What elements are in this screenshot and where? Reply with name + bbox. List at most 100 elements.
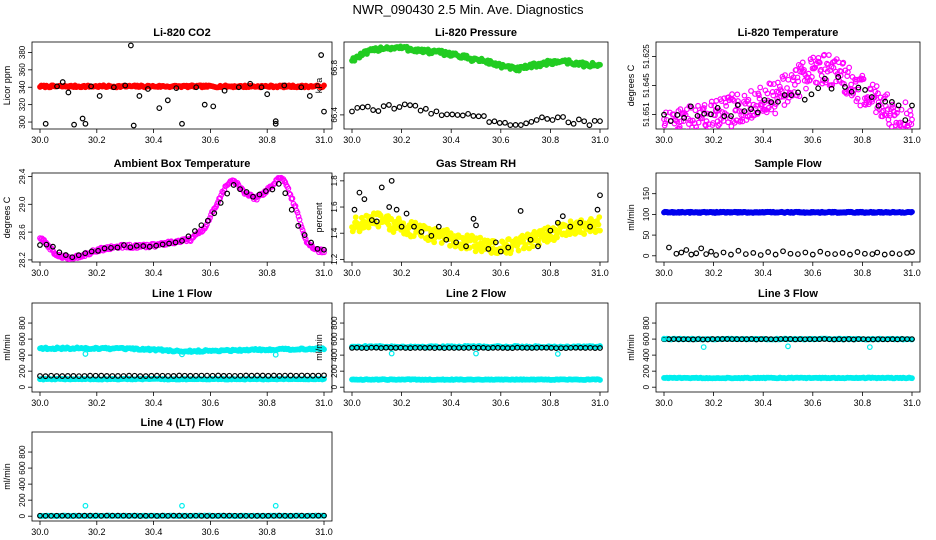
data-point-box-black [50, 243, 56, 250]
data-point-line4-black [170, 512, 177, 519]
data-point-pressure-black [539, 114, 545, 121]
data-point-temp-magenta [854, 95, 861, 102]
chart-panel: Li-820 Pressure kPa 30.0 30.2 30.4 30.6 30.8 31… [314, 27, 609, 145]
data-point-temp-magenta [662, 120, 669, 127]
data-point-co2-black [130, 122, 137, 129]
data-point-pressure-black [554, 114, 561, 121]
data-point-temp-black [721, 113, 728, 120]
data-point-line4-black [76, 512, 82, 519]
y-tick-label: 600 [18, 332, 27, 346]
data-point-rh-yellow [595, 221, 602, 228]
data-point-rh-black [428, 232, 435, 239]
data-point-pressure-black [586, 122, 593, 129]
data-point-sample-black [861, 250, 868, 257]
y-axis-label: degrees C [2, 196, 12, 238]
y-tick-label: 600 [330, 332, 339, 346]
chart-title: Line 1 Flow [152, 288, 212, 300]
x-tick-label: 30.4 [754, 398, 772, 408]
y-tick-label: 28.6 [18, 224, 27, 240]
data-point-line4-black [309, 512, 316, 519]
data-point-sample-black [854, 249, 861, 255]
data-point-temp-magenta [756, 95, 763, 102]
data-point-temp-magenta [755, 92, 762, 99]
data-point-temp-magenta [873, 83, 880, 90]
data-point-rh-black [597, 192, 603, 199]
data-point-co2-black [173, 85, 180, 92]
data-point-sample-black [772, 251, 779, 258]
data-point-line4-black [165, 512, 171, 519]
data-point-sample-black [750, 249, 757, 256]
data-point-sample-black [703, 251, 710, 258]
x-tick-label: 30.4 [145, 527, 163, 537]
data-point-pressure-black [486, 119, 493, 125]
data-point-temp-black [661, 111, 667, 118]
data-point-temp-magenta [767, 81, 774, 88]
data-point-line3-black [909, 336, 915, 343]
data-point-line1-cyan-outliers [179, 351, 185, 358]
data-marks [37, 502, 327, 519]
data-point-pressure-black [459, 112, 466, 119]
data-point-temp-magenta [781, 102, 788, 108]
data-point-rh-black [463, 243, 469, 250]
data-point-temp-magenta [695, 102, 701, 109]
plot-frame [655, 302, 921, 393]
data-point-line1-black [270, 372, 277, 379]
data-point-box-magenta [298, 224, 305, 231]
data-point-line1-black [87, 372, 94, 379]
plot-frame [31, 172, 333, 263]
data-point-temp-magenta [769, 89, 776, 95]
plot-frame [31, 41, 333, 130]
data-point-temp-magenta [790, 74, 797, 81]
x-tick-label: 30.4 [754, 135, 772, 145]
x-tick-label: 30.8 [854, 398, 872, 408]
x-tick-label: 30.0 [655, 268, 673, 278]
data-point-pressure-black [465, 110, 471, 117]
data-point-temp-black [708, 111, 714, 118]
data-point-line4-black [215, 512, 222, 519]
data-point-line4-black [126, 512, 132, 519]
data-point-sample-black [742, 251, 749, 258]
x-tick-label: 30.2 [393, 398, 411, 408]
y-axis-label: ml/min [2, 334, 12, 361]
data-point-box-black [179, 237, 185, 244]
x-tick-label: 30.2 [88, 398, 106, 408]
chart-title: Li-820 CO2 [153, 27, 210, 39]
data-point-temp-magenta [814, 79, 821, 86]
data-point-box-black [250, 193, 256, 200]
data-point-temp-magenta [704, 110, 711, 117]
data-point-line1-black [215, 372, 222, 379]
data-point-line1-black [321, 372, 327, 379]
y-tick-label: 300 [18, 115, 27, 129]
y-tick-label: 1.8 [330, 175, 339, 187]
data-point-line4-black [53, 512, 60, 519]
x-tick-label: 30.2 [88, 135, 106, 145]
data-point-rh-black [356, 189, 363, 196]
data-point-temp-black [775, 98, 781, 105]
x-tick-label: 30.4 [145, 135, 163, 145]
data-point-sample-blue [909, 208, 915, 215]
data-point-line1-black [70, 373, 77, 379]
x-tick-label: 30.8 [258, 268, 276, 278]
data-point-box-black [301, 232, 308, 238]
data-point-temp-magenta [691, 135, 696, 140]
data-point-box-black [133, 242, 140, 249]
data-point-temp-magenta [733, 106, 739, 113]
data-point-line1-black [298, 372, 305, 379]
x-tick-label: 30.8 [542, 398, 560, 408]
data-point-co2-black [110, 84, 117, 91]
data-point-temp-black [855, 84, 862, 91]
data-point-line1-black [64, 373, 71, 379]
data-point-temp-black [882, 98, 889, 105]
data-point-box-black [101, 245, 108, 252]
data-point-temp-magenta [823, 77, 830, 83]
data-point-line1-black [126, 372, 132, 379]
data-point-temp-black [862, 86, 868, 93]
data-point-line2-black [597, 345, 603, 351]
data-point-pressure-black [401, 101, 408, 108]
chart-panel: Li-820 Temperature degrees C 30.0 30.2 30.4 3… [626, 27, 921, 145]
x-tick-label: 30.4 [145, 268, 163, 278]
data-point-line1-black [304, 372, 311, 379]
data-point-box-black [153, 242, 160, 249]
y-tick-label: 600 [642, 332, 651, 346]
data-point-rh-black [361, 196, 368, 203]
